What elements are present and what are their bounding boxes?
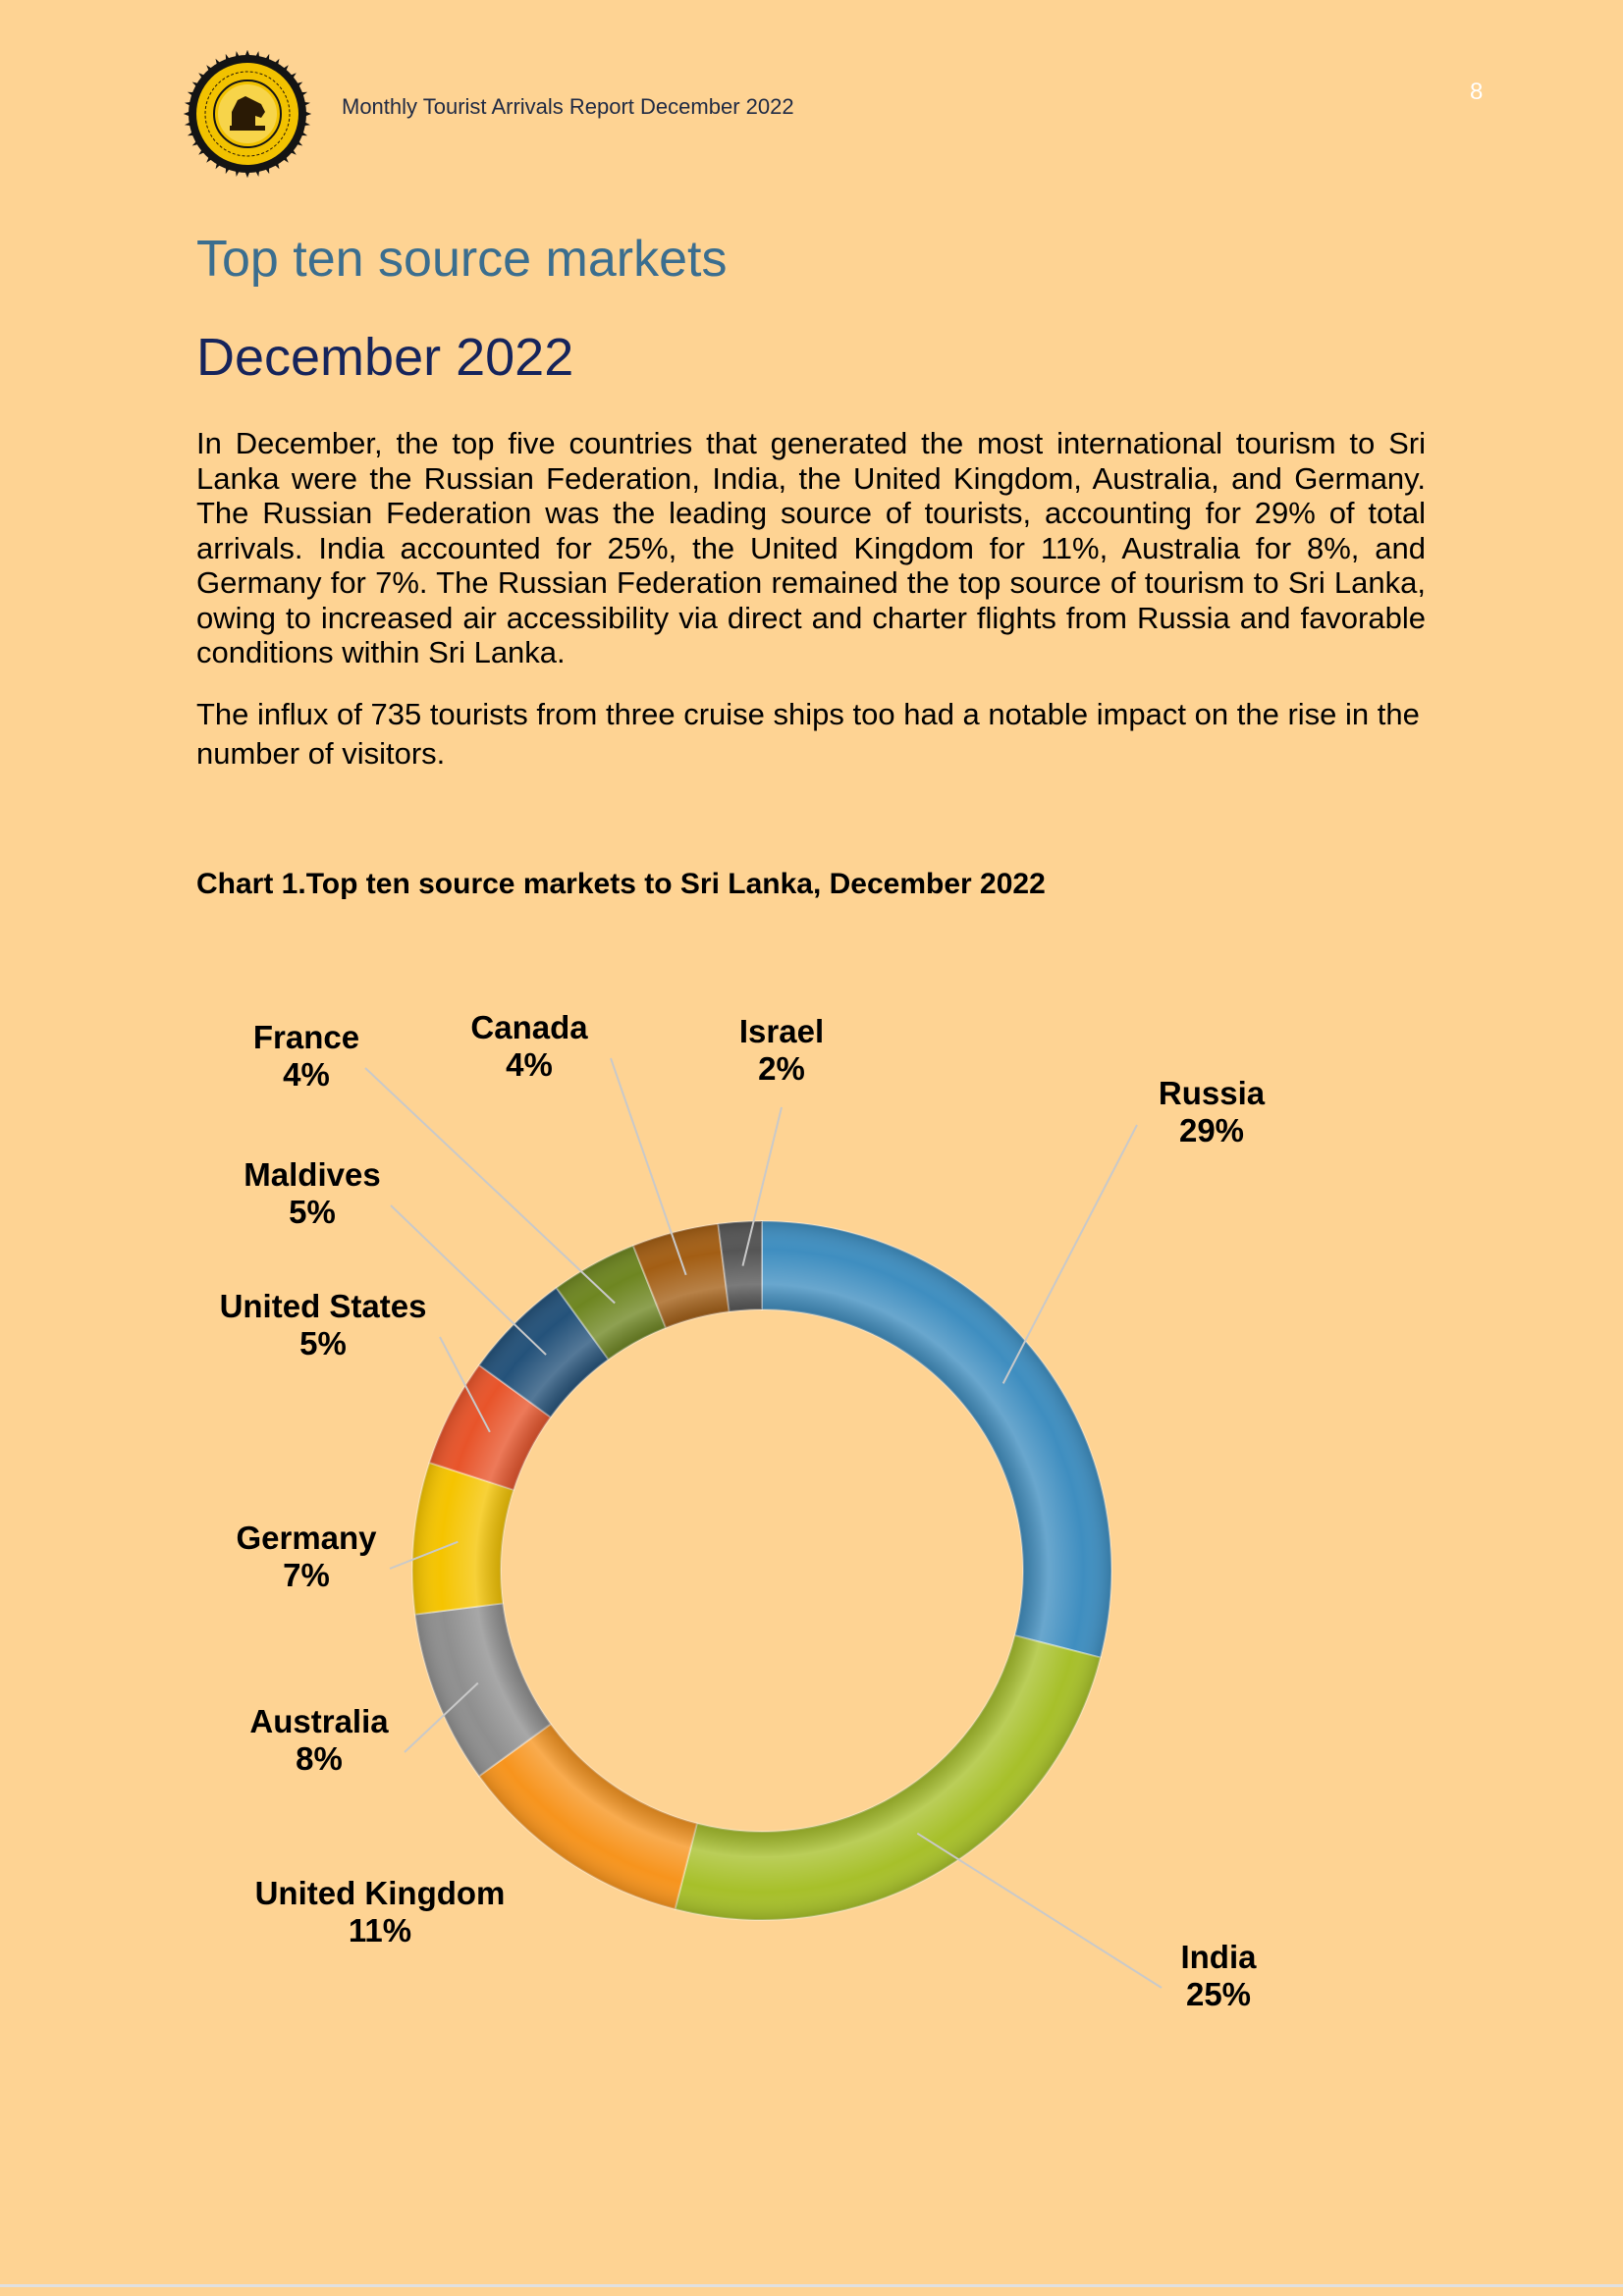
value-label-united-states: 5%: [299, 1325, 347, 1362]
value-label-canada: 4%: [506, 1046, 553, 1083]
leader-line-germany: [389, 1540, 459, 1570]
tourism-authority-logo: [184, 50, 311, 178]
value-label-australia: 8%: [296, 1740, 343, 1777]
category-label-united-kingdom: United Kingdom: [255, 1875, 506, 1911]
value-label-united-kingdom: 11%: [349, 1912, 411, 1949]
category-label-france: France: [253, 1019, 359, 1055]
category-label-united-states: United States: [220, 1288, 427, 1324]
cruise-paragraph: The influx of 735 tourists from three cr…: [196, 697, 1420, 771]
report-title: Monthly Tourist Arrivals Report December…: [342, 94, 794, 119]
leader-line-russia: [1001, 1124, 1138, 1384]
leader-line-france: [364, 1067, 616, 1305]
value-label-india: 25%: [1186, 1976, 1251, 2012]
leader-line-united-states: [439, 1336, 491, 1433]
value-label-russia: 29%: [1179, 1112, 1244, 1148]
page-bottom-rule: [0, 2284, 1623, 2287]
category-label-israel: Israel: [739, 1013, 824, 1049]
value-label-germany: 7%: [283, 1557, 330, 1593]
section-title: Top ten source markets: [196, 231, 728, 288]
page-number: 8: [1470, 79, 1484, 105]
category-label-russia: Russia: [1159, 1075, 1266, 1111]
value-label-maldives: 5%: [289, 1194, 336, 1230]
chart-caption: Chart 1.Top ten source markets to Sri La…: [196, 868, 1046, 900]
category-label-maldives: Maldives: [243, 1156, 380, 1193]
leader-line-australia: [404, 1682, 479, 1753]
leader-line-canada: [610, 1057, 687, 1276]
intro-paragraph: In December, the top five countries that…: [196, 426, 1426, 669]
leader-line-india: [916, 1832, 1163, 1989]
leader-line-maldives: [390, 1204, 547, 1356]
leader-line-israel: [741, 1106, 783, 1266]
category-label-germany: Germany: [236, 1520, 377, 1556]
category-label-india: India: [1180, 1939, 1257, 1975]
category-label-canada: Canada: [470, 1009, 588, 1045]
value-label-israel: 2%: [758, 1050, 805, 1087]
section-subtitle: December 2022: [196, 328, 574, 387]
category-label-australia: Australia: [249, 1703, 389, 1739]
value-label-france: 4%: [283, 1056, 330, 1093]
